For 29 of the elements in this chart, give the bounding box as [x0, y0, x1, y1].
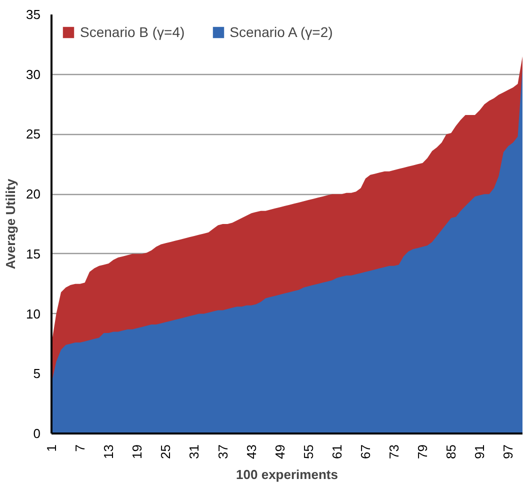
x-tick-label: 91 [472, 444, 488, 459]
x-tick-label: 97 [500, 444, 516, 459]
x-tick-label: 79 [415, 444, 430, 459]
x-tick-label: 43 [244, 444, 259, 459]
y-tick-label: 25 [26, 126, 41, 142]
x-tick-label: 37 [215, 444, 230, 459]
x-tick-label: 31 [186, 444, 202, 459]
y-tick-label: 0 [33, 426, 41, 441]
x-axis-title: 100 experiments [236, 466, 338, 482]
y-tick-label: 5 [33, 366, 41, 382]
x-tick-label: 19 [130, 444, 145, 459]
x-tick-label: 49 [272, 444, 288, 459]
x-tick-label: 55 [300, 444, 316, 459]
x-tick-label: 85 [444, 444, 459, 459]
x-tick-label: 7 [72, 444, 88, 452]
legend-label: Scenario B (γ=4) [80, 24, 185, 40]
y-axis-title: Average Utility [3, 178, 18, 270]
x-tick-label: 61 [329, 444, 344, 459]
y-tick-label: 10 [26, 306, 41, 322]
y-tick-label: 15 [26, 246, 41, 262]
x-tick-label: 13 [101, 444, 116, 459]
x-tick-label: 1 [44, 444, 59, 452]
x-tick-label: 73 [386, 444, 402, 459]
legend-label: Scenario A (γ=2) [230, 24, 333, 40]
x-tick-label: 25 [158, 444, 174, 459]
y-tick-label: 20 [26, 186, 41, 202]
y-tick-label: 35 [26, 7, 41, 22]
y-tick-label: 30 [26, 66, 41, 82]
x-tick-label: 67 [358, 444, 373, 459]
